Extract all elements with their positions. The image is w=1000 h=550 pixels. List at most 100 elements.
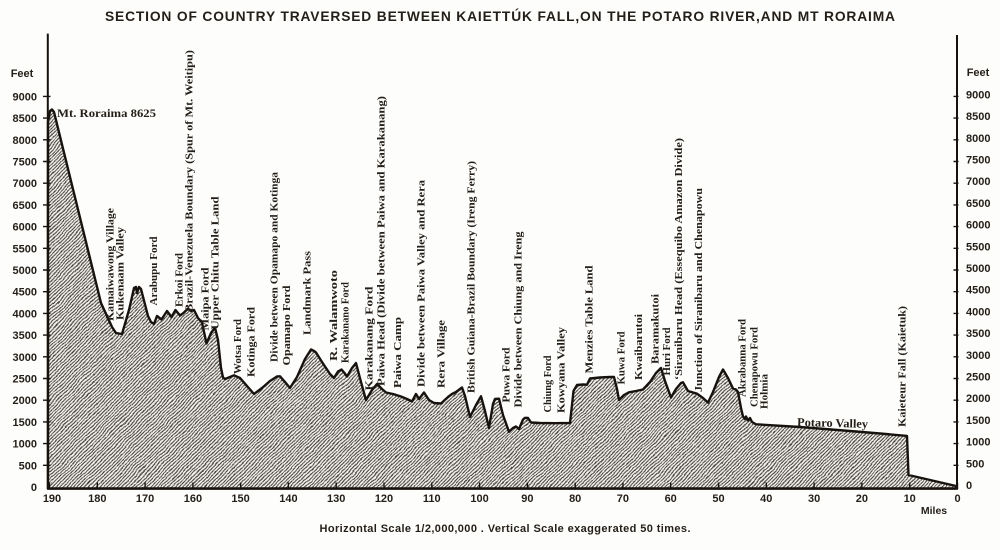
svg-text:Feet: Feet [11, 68, 34, 80]
svg-text:80: 80 [569, 493, 581, 505]
svg-text:Baramakutoi: Baramakutoi [651, 294, 662, 364]
svg-text:9000: 9000 [966, 89, 990, 101]
svg-text:0: 0 [966, 480, 972, 492]
svg-text:Chenapowu Ford: Chenapowu Ford [750, 327, 761, 407]
svg-text:7500: 7500 [13, 157, 37, 169]
svg-text:8000: 8000 [13, 135, 37, 147]
svg-text:Mt. Roraima 8625: Mt. Roraima 8625 [57, 106, 156, 120]
svg-text:40: 40 [760, 493, 772, 505]
svg-text:4500: 4500 [13, 287, 37, 299]
svg-text:Holmia: Holmia [760, 374, 771, 409]
svg-text:500: 500 [19, 460, 37, 472]
svg-text:30: 30 [808, 493, 820, 505]
svg-text:Akrabanna Ford: Akrabanna Ford [738, 319, 749, 397]
svg-text:2000: 2000 [966, 393, 990, 405]
svg-text:7000: 7000 [966, 176, 990, 188]
svg-text:Brazil-Venezuela Boundary (Spu: Brazil-Venezuela Boundary (Spur of Mt. W… [185, 50, 196, 312]
svg-text:6500: 6500 [13, 200, 37, 212]
svg-text:Rera Village: Rera Village [437, 319, 448, 388]
svg-text:Miles: Miles [921, 505, 947, 517]
svg-text:130: 130 [327, 493, 345, 505]
svg-text:Puwa Ford: Puwa Ford [501, 347, 512, 403]
svg-text:R. Walamwoto: R. Walamwoto [329, 270, 340, 361]
svg-text:5000: 5000 [966, 263, 990, 275]
svg-text:Kukenaam Valley: Kukenaam Valley [116, 227, 127, 320]
svg-text:1500: 1500 [966, 415, 990, 427]
svg-text:Paiwa Camp: Paiwa Camp [393, 316, 404, 388]
svg-text:4000: 4000 [13, 308, 37, 320]
svg-text:Upper Chitu Table Land: Upper Chitu Table Land [211, 196, 222, 330]
svg-text:Kaieteur Fall (Kaietuk): Kaieteur Fall (Kaietuk) [898, 306, 909, 427]
svg-text:140: 140 [279, 493, 297, 505]
svg-text:6500: 6500 [966, 198, 990, 210]
svg-text:Erkoi Ford: Erkoi Ford [175, 253, 186, 307]
svg-text:3500: 3500 [13, 330, 37, 342]
svg-text:2500: 2500 [13, 374, 37, 386]
svg-text:Divide between Chiung and Iren: Divide between Chiung and Ireng [514, 232, 525, 408]
svg-text:Potaro Valley: Potaro Valley [797, 415, 868, 431]
svg-text:Kotinga Ford: Kotinga Ford [247, 306, 258, 377]
svg-text:British Guiana-Brazil Boundary: British Guiana-Brazil Boundary (Ireng Fe… [467, 161, 478, 393]
svg-text:Paiwa Head (Divide between Pai: Paiwa Head (Divide between Paiwa and Kar… [377, 96, 388, 386]
svg-text:7500: 7500 [966, 155, 990, 167]
svg-text:Junction of Siranibaru and Che: Junction of Siranibaru and Chenapowu [694, 187, 705, 392]
svg-text:180: 180 [88, 493, 106, 505]
svg-text:9000: 9000 [13, 91, 37, 103]
svg-text:Maipa Ford: Maipa Ford [201, 267, 212, 331]
svg-text:Chiung Ford: Chiung Ford [543, 355, 554, 412]
svg-text:Horizontal Scale 1/2,000,000 .: Horizontal Scale 1/2,000,000 . Vertical … [320, 523, 691, 535]
svg-text:3000: 3000 [13, 352, 37, 364]
svg-text:5500: 5500 [13, 243, 37, 255]
svg-text:1000: 1000 [13, 439, 37, 451]
svg-text:120: 120 [375, 493, 393, 505]
svg-text:Divide between Opamapo and Kot: Divide between Opamapo and Kotinga [270, 172, 281, 362]
svg-text:3000: 3000 [966, 350, 990, 362]
svg-text:Kowyana Valley: Kowyana Valley [557, 327, 568, 413]
svg-text:5500: 5500 [966, 241, 990, 253]
svg-text:Wotsa Ford: Wotsa Ford [233, 319, 244, 374]
svg-text:2500: 2500 [966, 372, 990, 384]
svg-text:Kuwa Ford: Kuwa Ford [617, 331, 628, 384]
svg-text:8500: 8500 [966, 111, 990, 123]
svg-text:190: 190 [43, 493, 61, 505]
svg-text:20: 20 [856, 493, 868, 505]
svg-text:50: 50 [712, 493, 724, 505]
svg-text:7000: 7000 [13, 178, 37, 190]
svg-text:70: 70 [617, 493, 629, 505]
svg-text:100: 100 [470, 493, 488, 505]
svg-text:500: 500 [966, 458, 984, 470]
svg-text:4000: 4000 [966, 306, 990, 318]
svg-text:6000: 6000 [966, 220, 990, 232]
svg-text:SECTION OF COUNTRY TRAVERSED B: SECTION OF COUNTRY TRAVERSED BETWEEN KAI… [105, 7, 895, 24]
svg-text:8000: 8000 [966, 133, 990, 145]
svg-text:60: 60 [665, 493, 677, 505]
svg-text:Huri Ford: Huri Ford [662, 327, 673, 375]
svg-text:Opamapo Ford: Opamapo Ford [282, 285, 293, 366]
svg-text:90: 90 [521, 493, 533, 505]
svg-text:5000: 5000 [13, 265, 37, 277]
svg-text:Karakanang Ford: Karakanang Ford [365, 286, 376, 391]
svg-text:‘Siranibaru Head (Essequibo Am: ‘Siranibaru Head (Essequibo Amazon Divid… [674, 138, 685, 380]
svg-text:170: 170 [136, 493, 154, 505]
svg-text:150: 150 [231, 493, 249, 505]
svg-text:4500: 4500 [966, 285, 990, 297]
svg-text:160: 160 [184, 493, 202, 505]
svg-text:Kamaiwawong Village: Kamaiwawong Village [106, 207, 117, 321]
svg-text:Karakanano Ford: Karakanano Ford [341, 282, 352, 363]
svg-text:10: 10 [904, 493, 916, 505]
svg-text:1000: 1000 [966, 437, 990, 449]
svg-text:Kwaibarutoi: Kwaibarutoi [634, 314, 645, 380]
svg-text:6000: 6000 [13, 222, 37, 234]
svg-text:8500: 8500 [13, 113, 37, 125]
svg-text:Divide between Paiwa Valley an: Divide between Paiwa Valley and Rera [417, 180, 428, 387]
svg-text:3500: 3500 [966, 328, 990, 340]
svg-text:110: 110 [423, 493, 441, 505]
svg-text:Landmark Pass: Landmark Pass [303, 251, 314, 335]
svg-text:Menzies Table Land: Menzies Table Land [584, 265, 595, 374]
svg-text:Feet: Feet [967, 67, 990, 79]
svg-text:1500: 1500 [13, 417, 37, 429]
svg-text:0: 0 [954, 493, 960, 505]
svg-text:0: 0 [31, 482, 37, 494]
svg-text:Arabupu Ford: Arabupu Ford [149, 236, 160, 305]
svg-text:2000: 2000 [13, 395, 37, 407]
